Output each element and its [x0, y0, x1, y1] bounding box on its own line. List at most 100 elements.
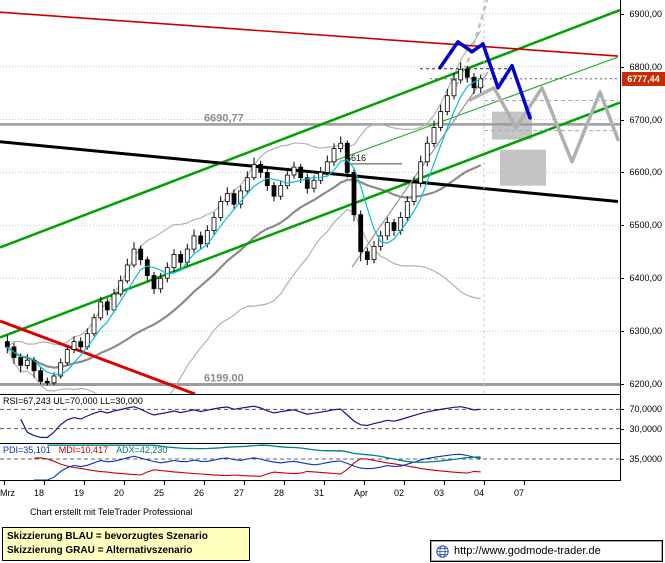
candle-body	[278, 185, 284, 197]
candle-body	[424, 142, 430, 163]
candle-body	[78, 341, 84, 348]
candle-body	[198, 235, 204, 245]
candle-body	[18, 357, 24, 366]
x-axis-label: 31	[314, 488, 325, 498]
ma-slow-line	[6, 164, 482, 369]
candle-body	[171, 253, 177, 268]
candle-body	[418, 161, 424, 184]
adx-panel[interactable]: PDI=35,101 MDI=10,417 ADX=42,230	[0, 444, 620, 481]
x-axis-tick	[244, 481, 245, 485]
mdi-value-label: MDI=10,417	[58, 445, 109, 455]
x-axis-tick	[84, 481, 85, 485]
candle-body	[158, 277, 164, 290]
price-axis: 6777,44 6900,00 6800,00 6700,00 6600,00 6500…	[620, 0, 665, 481]
alternative-scenario-gray	[468, 86, 620, 164]
x-axis-label: 26	[194, 488, 205, 498]
candle-body	[4, 341, 10, 348]
candle-body	[478, 78, 484, 89]
globe-icon	[436, 544, 449, 558]
candle-body	[244, 177, 250, 192]
rsi-canvas	[0, 405, 620, 439]
trendline-inner-green-thin	[329, 56, 619, 163]
candle-body	[231, 193, 237, 205]
trendline-broken-black-resistance	[0, 140, 619, 203]
x-axis-label: 02	[394, 488, 405, 498]
level-label: 6616	[346, 153, 366, 163]
candle-body	[364, 251, 370, 260]
candle-body	[58, 362, 64, 377]
price-axis-label: 6500,00	[629, 220, 662, 231]
candle-body	[111, 293, 117, 311]
level-label: 6199.00	[204, 373, 244, 385]
x-axis-label: 04	[474, 488, 485, 498]
candle-body	[138, 248, 144, 261]
candle-body	[338, 142, 344, 150]
candle-body	[384, 222, 390, 237]
main-chart-canvas: 6690,77 6199.00 6616	[0, 0, 620, 394]
x-axis-label: 18	[34, 488, 45, 498]
candle-body	[298, 166, 304, 179]
x-axis-label: 27	[234, 488, 245, 498]
price-axis-label: 6600,00	[629, 167, 662, 178]
x-axis-tick	[324, 481, 325, 485]
x-axis-tick	[484, 481, 485, 485]
rsi-axis-label: 30,0000	[629, 423, 662, 434]
x-axis-tick	[364, 481, 365, 485]
axis-tick	[621, 409, 624, 411]
candle-body	[304, 177, 310, 189]
candle-body	[391, 222, 397, 231]
price-axis-label: 6200,00	[629, 378, 662, 389]
candle-body	[331, 148, 337, 163]
price-axis-label: 6700,00	[629, 114, 662, 125]
x-axis-label: 19	[74, 488, 85, 498]
rsi-panel[interactable]: RSI=67,243 UL=70,000 LL=30,000	[0, 395, 620, 444]
candle-body	[98, 301, 104, 319]
candle-body	[358, 214, 364, 253]
candle-body	[104, 301, 110, 311]
price-axis-label: 6300,00	[629, 326, 662, 337]
time-axis: Mrz 18 19 20 25 26 27 28 31 Apr 02 03 04 07	[0, 481, 621, 503]
candle-body	[351, 171, 357, 216]
source-url-box[interactable]: http://www.godmode-trader.de	[430, 540, 663, 562]
axis-tick	[621, 459, 624, 460]
candle-body	[124, 264, 130, 282]
candle-body	[371, 245, 377, 260]
adx-canvas	[0, 444, 620, 480]
main-chart-panel[interactable]: 6690,77 6199.00 6616	[0, 0, 620, 395]
scenario-legend: Skizzierung BLAU = bevorzugtes Szenario …	[2, 527, 250, 561]
rsi-line	[20, 405, 481, 439]
mdi-line	[33, 457, 481, 477]
x-axis-label: 03	[434, 488, 445, 498]
x-axis-label: Apr	[354, 488, 369, 498]
candle-body	[218, 201, 224, 218]
candle-body	[444, 95, 450, 112]
source-url-text[interactable]: http://www.godmode-trader.de	[454, 545, 601, 557]
candle-body	[411, 182, 417, 202]
candle-body	[318, 171, 324, 181]
candle-body	[144, 259, 150, 277]
x-axis-label: 20	[114, 488, 125, 498]
axis-tick	[621, 66, 624, 68]
candle-body	[51, 375, 57, 384]
chart-credit: Chart erstellt mit TeleTrader Profession…	[30, 507, 193, 517]
axis-tick	[621, 278, 624, 280]
candle-body	[258, 164, 264, 173]
candle-body	[178, 253, 184, 263]
candle-body	[311, 179, 317, 189]
candle-body	[404, 201, 410, 218]
candle-body	[451, 79, 457, 97]
level-label: 6690,77	[204, 112, 244, 124]
x-axis-label: Mrz	[0, 488, 15, 498]
trendline-broken-red-support	[0, 319, 196, 394]
trendline-upper-red-resistance	[0, 11, 619, 57]
pdi-line	[34, 453, 481, 480]
current-price-chip: 6777,44	[622, 72, 665, 86]
candle-body	[64, 349, 70, 364]
price-axis-label: 6800,00	[629, 61, 662, 72]
candle-body	[224, 193, 230, 202]
rsi-label: RSI=67,243 UL=70,000 LL=30,000	[3, 396, 143, 406]
rsi-axis-label: 70,0000	[629, 404, 662, 415]
candle-body	[291, 166, 297, 176]
x-axis-tick	[164, 481, 165, 485]
